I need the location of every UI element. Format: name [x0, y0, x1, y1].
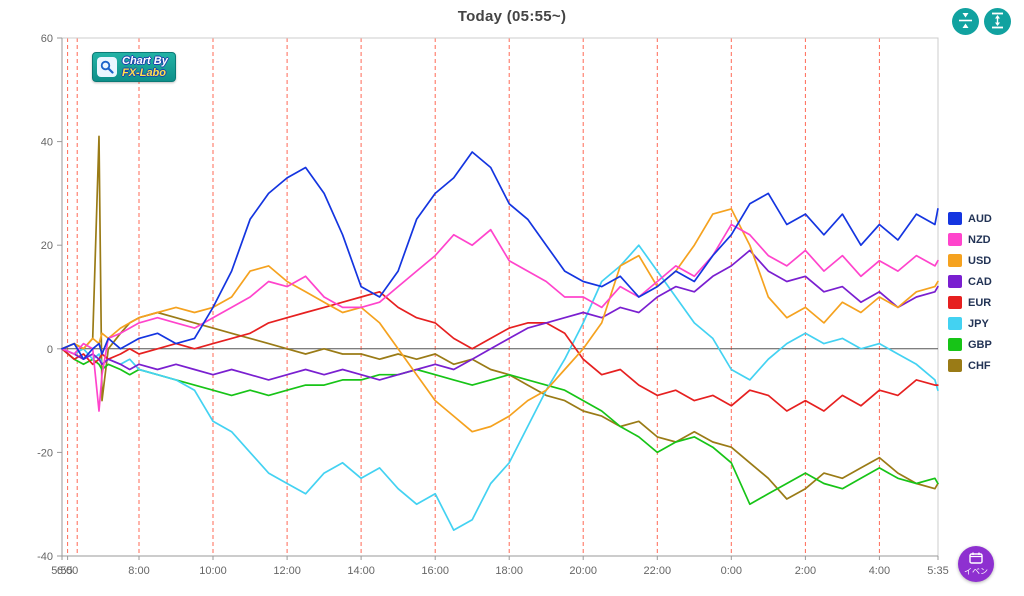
- series-line-jpy: [61, 244, 939, 531]
- x-tick-label: 12:00: [273, 565, 301, 577]
- legend-item-nzd[interactable]: NZD: [948, 233, 992, 246]
- legend-swatch: [948, 254, 962, 267]
- y-tick-label: 40: [41, 137, 53, 149]
- series-line-chf: [61, 135, 939, 500]
- x-tick-label: 18:00: [495, 565, 523, 577]
- series-line-gbp: [61, 347, 939, 506]
- plot-border: [61, 37, 939, 557]
- legend-label: GBP: [968, 338, 992, 351]
- legend-item-aud[interactable]: AUD: [948, 212, 992, 225]
- legend-label: JPY: [968, 317, 989, 330]
- legend-item-jpy[interactable]: JPY: [948, 317, 992, 330]
- y-tick-label: 0: [47, 344, 53, 356]
- legend-item-chf[interactable]: CHF: [948, 359, 992, 372]
- magnifier-icon: [97, 57, 117, 77]
- x-tick-label: 14:00: [347, 565, 375, 577]
- series-line-nzd: [61, 223, 939, 412]
- legend-swatch: [948, 317, 962, 330]
- legend-label: EUR: [968, 296, 992, 309]
- y-tick-label: 60: [41, 33, 53, 45]
- series-line-usd: [61, 208, 939, 433]
- x-tick-label: 5:35: [927, 565, 948, 577]
- expand-vertical-icon: [989, 12, 1006, 32]
- legend-label: USD: [968, 254, 992, 267]
- x-tick-label: 16:00: [421, 565, 449, 577]
- legend-swatch: [948, 296, 962, 309]
- legend-swatch: [948, 233, 962, 246]
- series-line-aud: [61, 151, 939, 361]
- event-button[interactable]: イベン: [958, 546, 994, 582]
- fx-labo-logo: Chart By FX-Labo: [92, 52, 176, 82]
- page-title: Today (05:55~): [457, 8, 567, 25]
- legend-label: CAD: [968, 275, 992, 288]
- x-tick-label: 2:00: [795, 565, 816, 577]
- logo-line-2: FX-Labo: [122, 67, 166, 79]
- legend: AUD NZD USD CAD EUR JPY GBP CHF: [948, 212, 992, 372]
- legend-swatch: [948, 338, 962, 351]
- legend-item-usd[interactable]: USD: [948, 254, 992, 267]
- legend-label: NZD: [968, 233, 991, 246]
- x-tick-label: 4:00: [869, 565, 890, 577]
- x-tick-label: 20:00: [569, 565, 597, 577]
- legend-item-eur[interactable]: EUR: [948, 296, 992, 309]
- y-tick-label: -20: [37, 447, 53, 459]
- series-line-cad: [61, 249, 939, 381]
- y-axis-expand-button[interactable]: [984, 8, 1011, 35]
- y-tick-label: -40: [37, 551, 53, 563]
- legend-swatch: [948, 275, 962, 288]
- legend-swatch: [948, 359, 962, 372]
- event-button-label: イベン: [964, 567, 988, 576]
- logo-text: Chart By FX-Labo: [122, 55, 168, 79]
- x-tick-label: 5:55: [51, 565, 72, 577]
- series-line-eur: [61, 290, 939, 412]
- x-tick-label: 6:00: [57, 565, 78, 577]
- legend-label: AUD: [968, 212, 992, 225]
- compress-vertical-icon: [957, 12, 974, 32]
- legend-label: CHF: [968, 359, 991, 372]
- x-tick-label: 0:00: [721, 565, 742, 577]
- y-axis-compress-button[interactable]: [952, 8, 979, 35]
- legend-swatch: [948, 212, 962, 225]
- legend-item-gbp[interactable]: GBP: [948, 338, 992, 351]
- logo-line-1: Chart By: [122, 55, 168, 67]
- calendar-icon: [969, 552, 983, 567]
- x-tick-label: 22:00: [644, 565, 672, 577]
- x-tick-label: 10:00: [199, 565, 227, 577]
- legend-item-cad[interactable]: CAD: [948, 275, 992, 288]
- y-tick-label: 20: [41, 240, 53, 252]
- x-tick-label: 8:00: [128, 565, 149, 577]
